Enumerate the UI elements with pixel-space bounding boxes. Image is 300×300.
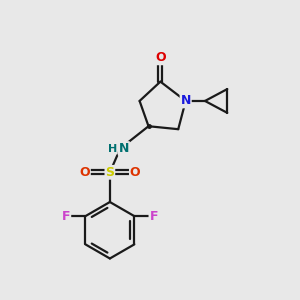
Text: F: F [149, 210, 158, 223]
Text: O: O [79, 166, 90, 179]
Text: H: H [108, 143, 117, 154]
Text: S: S [105, 166, 114, 179]
Text: O: O [155, 51, 166, 64]
Text: F: F [62, 210, 70, 223]
Text: N: N [119, 142, 129, 155]
Text: N: N [181, 94, 191, 107]
Text: O: O [130, 166, 140, 179]
